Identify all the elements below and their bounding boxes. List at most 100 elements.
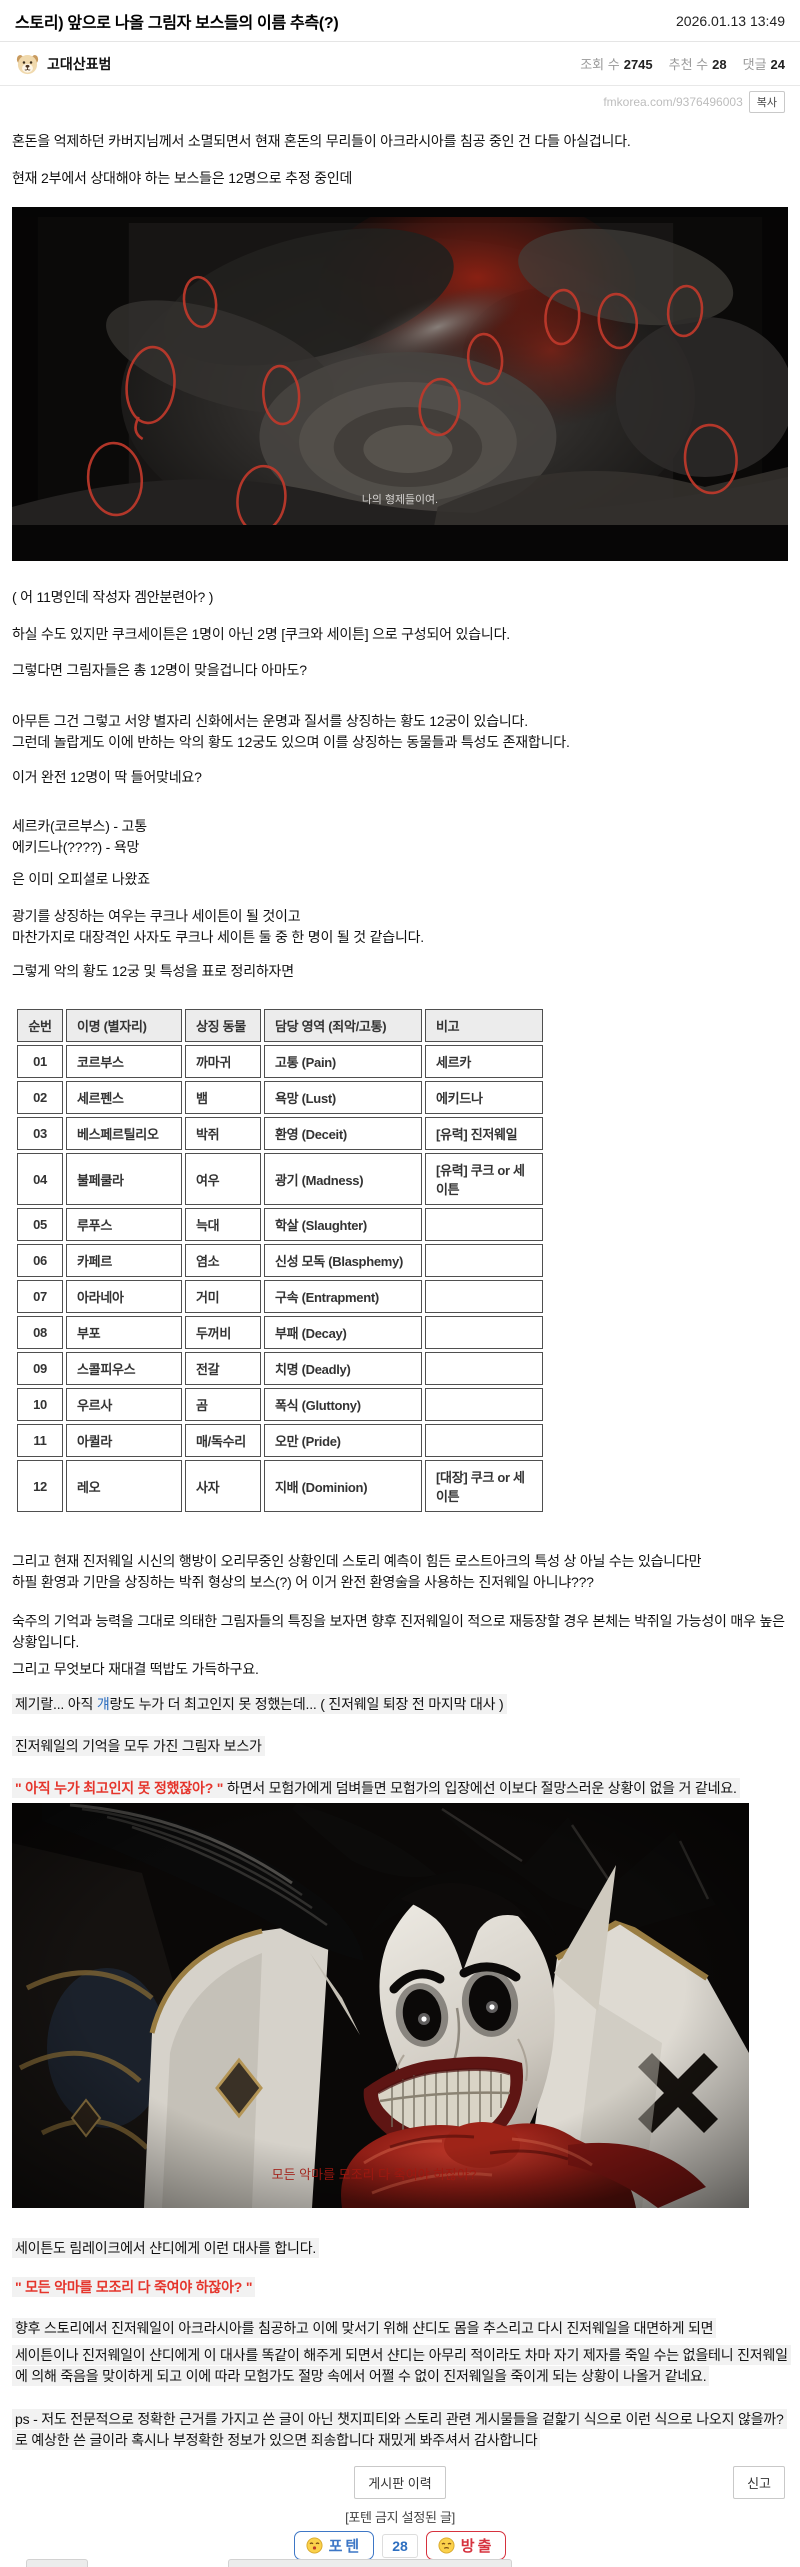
cell-domain: 환영 (Deceit) bbox=[264, 1117, 422, 1150]
post-paragraph: 하실 수도 있지만 쿠크세이튼은 1명이 아닌 2명 [쿠크와 세이튼] 으로 … bbox=[12, 626, 510, 642]
column-header: 순번 bbox=[17, 1009, 63, 1042]
cell-note bbox=[425, 1208, 543, 1241]
cell-domain: 부패 (Decay) bbox=[264, 1316, 422, 1349]
post-paragraph: " 모든 악마를 모조리 다 죽여야 하잖아? " bbox=[12, 2277, 788, 2298]
cell-number: 11 bbox=[17, 1424, 63, 1457]
comment-section-stub[interactable] bbox=[26, 2559, 88, 2567]
post-paragraph: 그리고 무엇보다 재대결 떡밥도 가득하구요. bbox=[12, 1661, 259, 1677]
post-paragraph: 혼돈을 억제하던 카버지님께서 소멸되면서 현재 혼돈의 무리들이 아크라시아를… bbox=[12, 133, 631, 149]
post-body: 혼돈을 억제하던 카버지님께서 소멸되면서 현재 혼돈의 무리들이 아크라시아를… bbox=[0, 131, 800, 2451]
cell-domain: 학살 (Slaughter) bbox=[264, 1208, 422, 1241]
comment-section-stub[interactable] bbox=[228, 2559, 512, 2567]
cell-number: 06 bbox=[17, 1244, 63, 1277]
cell-name: 아퀼라 bbox=[66, 1424, 182, 1457]
cell-number: 01 bbox=[17, 1045, 63, 1078]
cell-domain: 구속 (Entrapment) bbox=[264, 1280, 422, 1313]
cell-domain: 욕망 (Lust) bbox=[264, 1081, 422, 1114]
table-row: 05 루푸스 늑대 학살 (Slaughter) bbox=[17, 1208, 543, 1241]
post-paragraph: 세이튼이나 진저웨일이 샨디에게 이 대사를 똑같이 해주게 되면서 샨디는 아… bbox=[12, 2345, 791, 2387]
views-stat: 조회 수 2745 bbox=[580, 57, 653, 72]
table-row: 01 코르부스 까마귀 고통 (Pain) 세르카 bbox=[17, 1045, 543, 1078]
quote-red: " 모든 악마를 모조리 다 죽여야 하잖아? " bbox=[12, 2277, 256, 2297]
cell-name: 코르부스 bbox=[66, 1045, 182, 1078]
table-header: 순번 이명 (별자리) 상징 동물 담당 영역 (죄악/고통) 비고 bbox=[17, 1009, 543, 1042]
cell-animal: 두꺼비 bbox=[185, 1316, 261, 1349]
cell-animal: 늑대 bbox=[185, 1208, 261, 1241]
table-row: 08 부포 두꺼비 부패 (Decay) bbox=[17, 1316, 543, 1349]
cell-animal: 전갈 bbox=[185, 1352, 261, 1385]
copy-url-button[interactable]: 복사 bbox=[748, 91, 785, 113]
post-footer: 게시판 이력 신고 [포텐 금지 설정된 글] 포텐 28 방출 bbox=[0, 2466, 800, 2567]
dog-face-icon bbox=[16, 54, 39, 75]
post-paragraph: 광기를 상징하는 여우는 쿠크나 세이튼이 될 것이고 bbox=[12, 908, 301, 924]
table-row: 09 스콜피우스 전갈 치명 (Deadly) bbox=[17, 1352, 543, 1385]
post-paragraph: 에키드나(????) - 욕망 bbox=[12, 839, 140, 855]
highlighted-char: 걔 bbox=[96, 1696, 110, 1712]
cell-name: 레오 bbox=[66, 1460, 182, 1512]
board-history-button[interactable]: 게시판 이력 bbox=[354, 2466, 446, 2499]
column-header: 상징 동물 bbox=[185, 1009, 261, 1042]
cell-note bbox=[425, 1352, 543, 1385]
post-paragraph: 숙주의 기억과 능력을 그대로 의태한 그림자들의 특징을 보자면 향후 진저웨… bbox=[12, 1613, 785, 1650]
author-name[interactable]: 고대산표범 bbox=[47, 55, 112, 72]
vote-row: 포텐 28 방출 bbox=[0, 2531, 800, 2560]
page-title: 스토리) 앞으로 나올 그림자 보스들의 이름 추측(?) bbox=[15, 15, 339, 32]
cell-name: 불페쿨라 bbox=[66, 1153, 182, 1205]
cell-note: 에키드나 bbox=[425, 1081, 543, 1114]
cell-domain: 폭식 (Gluttony) bbox=[264, 1388, 422, 1421]
cell-domain: 광기 (Madness) bbox=[264, 1153, 422, 1205]
cell-animal: 박쥐 bbox=[185, 1117, 261, 1150]
cell-name: 베스페르틸리오 bbox=[66, 1117, 182, 1150]
post-paragraph: 아무튼 그건 그렇고 서양 별자리 신화에서는 운명과 질서를 상징하는 황도 … bbox=[12, 713, 528, 729]
cell-note: [대장] 쿠크 or 세이튼 bbox=[425, 1460, 543, 1512]
post-header: 스토리) 앞으로 나올 그림자 보스들의 이름 추측(?) 2026.01.13… bbox=[0, 0, 800, 42]
table-row: 02 세르펜스 뱀 욕망 (Lust) 에키드나 bbox=[17, 1081, 543, 1114]
report-button[interactable]: 신고 bbox=[733, 2466, 785, 2499]
cell-name: 부포 bbox=[66, 1316, 182, 1349]
post-paragraph: ( 어 11명인데 작성자 겜안분련아? ) bbox=[12, 589, 214, 605]
table-row: 07 아라네아 거미 구속 (Entrapment) bbox=[17, 1280, 543, 1313]
post-paragraph: 진저웨일의 기억을 모두 가진 그림자 보스가 bbox=[12, 1736, 788, 1757]
quote-red: " 아직 누가 최고인지 못 정했잖아? " bbox=[15, 1780, 224, 1796]
cell-note bbox=[425, 1388, 543, 1421]
saeton-jester-image: 모든 악마를 모조리 다 죽여야 하잖아? bbox=[12, 1803, 749, 2208]
expel-downvote-button[interactable]: 방출 bbox=[425, 2531, 507, 2560]
cell-number: 10 bbox=[17, 1388, 63, 1421]
chaos-bosses-screenshot: 나의 형제들이여. bbox=[12, 207, 788, 561]
table-row: 10 우르사 곰 폭식 (Gluttony) bbox=[17, 1388, 543, 1421]
paragraph-group: 아무튼 그건 그렇고 서양 별자리 신화에서는 운명과 질서를 상징하는 황도 … bbox=[12, 711, 788, 753]
column-header: 이명 (별자리) bbox=[66, 1009, 182, 1042]
cell-animal: 까마귀 bbox=[185, 1045, 261, 1078]
post-paragraph: 그리고 현재 진저웨일 시신의 행방이 오리무중인 상황인데 스토리 예측이 힘… bbox=[12, 1553, 702, 1569]
comments-stat: 댓글 24 bbox=[742, 57, 785, 72]
cell-animal: 곰 bbox=[185, 1388, 261, 1421]
post-paragraph: 현재 2부에서 상대해야 하는 보스들은 12명으로 추정 중인데 bbox=[12, 170, 353, 186]
cell-domain: 오만 (Pride) bbox=[264, 1424, 422, 1457]
cell-name: 세르펜스 bbox=[66, 1081, 182, 1114]
cell-note bbox=[425, 1316, 543, 1349]
paragraph-group: 광기를 상징하는 여우는 쿠크나 세이튼이 될 것이고 마찬가지로 대장격인 사… bbox=[12, 906, 788, 948]
cell-name: 루푸스 bbox=[66, 1208, 182, 1241]
post-paragraph: 제기랄... 아직 걔랑도 누가 더 최고인지 못 정했는데... ( 진저웨일… bbox=[12, 1694, 788, 1715]
post-paragraph: 세이튼도 림레이크에서 샨디에게 이런 대사를 합니다. bbox=[12, 2238, 788, 2259]
post-url: fmkorea.com/9376496003 bbox=[603, 95, 743, 109]
poten-upvote-button[interactable]: 포텐 bbox=[293, 2531, 375, 2560]
cell-name: 스콜피우스 bbox=[66, 1352, 182, 1385]
url-row: fmkorea.com/9376496003 복사 bbox=[0, 86, 800, 117]
table-row: 03 베스페르틸리오 박쥐 환영 (Deceit) [유력] 진저웨일 bbox=[17, 1117, 543, 1150]
table-row: 04 불페쿨라 여우 광기 (Madness) [유력] 쿠크 or 세이튼 bbox=[17, 1153, 543, 1205]
cell-name: 아라네아 bbox=[66, 1280, 182, 1313]
cell-animal: 뱀 bbox=[185, 1081, 261, 1114]
post-paragraph: ps - 저도 전문적으로 정확한 근거를 가지고 쓴 글이 아닌 챗지피티와 … bbox=[12, 2409, 788, 2451]
paragraph-group: 세르카(코르부스) - 고통 에키드나(????) - 욕망 bbox=[12, 816, 788, 858]
column-header: 비고 bbox=[425, 1009, 543, 1042]
likes-stat: 추천 수 28 bbox=[668, 57, 727, 72]
cell-number: 08 bbox=[17, 1316, 63, 1349]
expel-face-icon bbox=[438, 2537, 455, 2554]
cell-note: [유력] 쿠크 or 세이튼 bbox=[425, 1153, 543, 1205]
cell-domain: 지배 (Dominion) bbox=[264, 1460, 422, 1512]
table-row: 06 카페르 염소 신성 모독 (Blasphemy) bbox=[17, 1244, 543, 1277]
avatar bbox=[15, 51, 40, 76]
cell-note: 세르카 bbox=[425, 1045, 543, 1078]
